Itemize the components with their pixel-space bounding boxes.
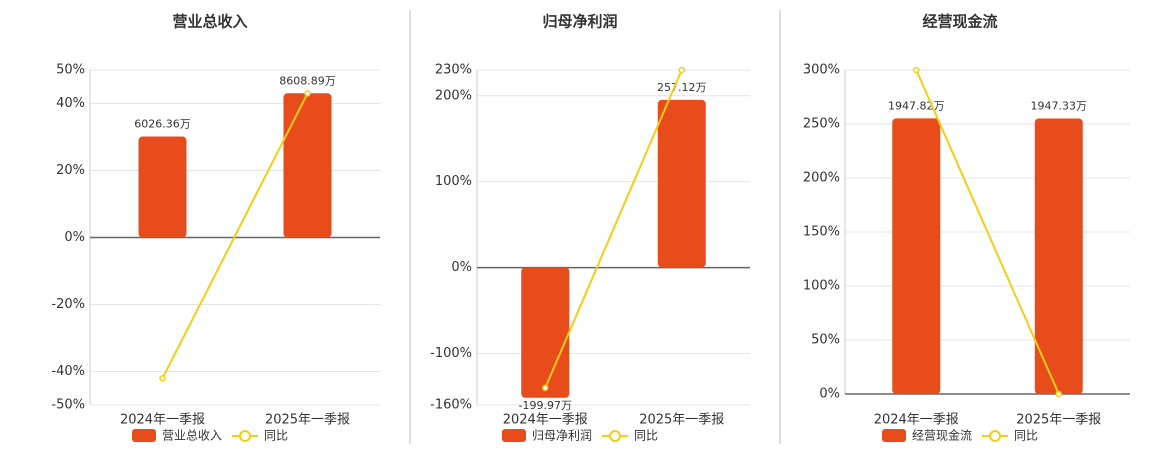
chart-title: 营业总收入 — [172, 13, 247, 31]
legend-swatch — [502, 429, 526, 442]
y-tick-label: 100% — [435, 174, 472, 189]
bar — [657, 99, 706, 268]
x-tick-label: 2025年一季报 — [1016, 413, 1101, 428]
point — [913, 66, 920, 74]
y-tick-label: -20% — [51, 297, 85, 312]
y-tick-label: 300% — [803, 63, 840, 78]
y-tick-label: 250% — [803, 117, 840, 132]
chart-title: 经营现金流 — [922, 13, 997, 31]
bar — [138, 136, 187, 238]
value-label: 257.12万 — [657, 81, 707, 94]
legend-swatch — [239, 430, 252, 442]
y-tick-label: -40% — [51, 364, 85, 379]
point — [1055, 390, 1062, 398]
x-tick-label: 2024年一季报 — [874, 413, 959, 428]
y-tick-label: 0% — [64, 230, 85, 245]
legend-swatch — [132, 429, 156, 442]
x-tick-label: 2024年一季报 — [503, 413, 588, 428]
line — [544, 69, 683, 389]
x-tick-label: 2025年一季报 — [639, 413, 724, 428]
x-tick-label: 2024年一季报 — [120, 413, 205, 428]
y-tick-label: 200% — [435, 88, 472, 103]
legend-label: 归母净利润 — [532, 429, 592, 443]
line — [915, 69, 1060, 395]
y-tick-label: 50% — [56, 63, 85, 78]
legend-label: 经营现金流 — [912, 428, 972, 443]
y-tick-label: 40% — [56, 96, 85, 111]
value-label: -199.97万 — [519, 399, 572, 412]
legend-label: 同比 — [634, 429, 658, 443]
value-label: 8608.89万 — [279, 74, 336, 87]
value-label: 1947.33万 — [1031, 99, 1088, 112]
y-tick-label: 230% — [435, 63, 472, 78]
y-tick-label: 0% — [819, 387, 840, 402]
y-tick-label: -160% — [430, 398, 472, 413]
legend-label: 同比 — [264, 429, 288, 443]
y-tick-label: 200% — [803, 171, 840, 186]
bar — [1034, 118, 1083, 394]
y-tick-label: 100% — [803, 279, 840, 294]
legend-swatch — [609, 430, 622, 442]
point — [159, 374, 166, 382]
value-label: 1947.82万 — [888, 99, 945, 112]
bar — [892, 118, 941, 394]
bar — [283, 93, 332, 238]
legend-swatch — [989, 430, 1002, 442]
value-label: 6026.36万 — [134, 118, 191, 131]
y-tick-label: 0% — [451, 260, 472, 275]
legend-swatch — [882, 429, 906, 442]
legend-label: 同比 — [1014, 429, 1038, 443]
point — [678, 66, 685, 74]
point — [304, 90, 311, 97]
y-tick-label: 150% — [803, 225, 840, 240]
x-tick-label: 2025年一季报 — [265, 413, 350, 428]
point — [542, 384, 549, 392]
y-tick-label: 20% — [56, 163, 85, 178]
legend-label: 营业总收入 — [162, 429, 222, 443]
y-tick-label: -100% — [430, 346, 472, 361]
y-tick-label: -50% — [51, 398, 85, 413]
chart-title: 归母净利润 — [542, 13, 617, 31]
y-tick-label: 50% — [811, 333, 840, 348]
line — [161, 92, 309, 379]
bar — [521, 267, 570, 398]
